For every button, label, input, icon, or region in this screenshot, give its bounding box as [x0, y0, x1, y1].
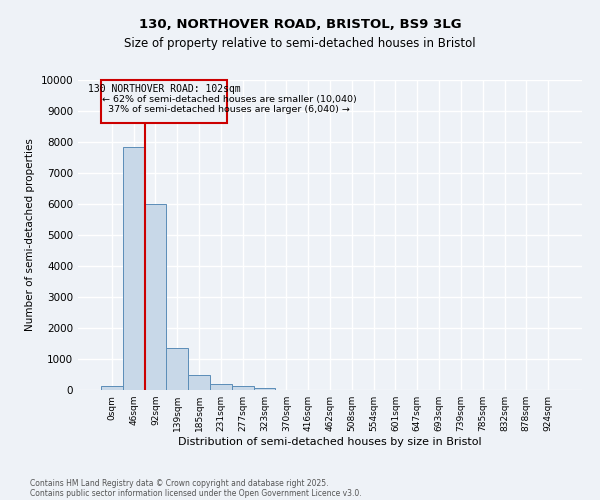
Text: Size of property relative to semi-detached houses in Bristol: Size of property relative to semi-detach… — [124, 38, 476, 51]
X-axis label: Distribution of semi-detached houses by size in Bristol: Distribution of semi-detached houses by … — [178, 437, 482, 447]
Bar — [210, 384, 232, 390]
Bar — [232, 386, 254, 390]
Text: Contains HM Land Registry data © Crown copyright and database right 2025.: Contains HM Land Registry data © Crown c… — [30, 478, 329, 488]
FancyBboxPatch shape — [101, 80, 227, 124]
Bar — [254, 388, 275, 390]
Bar — [166, 348, 188, 390]
Y-axis label: Number of semi-detached properties: Number of semi-detached properties — [25, 138, 35, 332]
Text: Contains public sector information licensed under the Open Government Licence v3: Contains public sector information licen… — [30, 488, 362, 498]
Text: 130, NORTHOVER ROAD, BRISTOL, BS9 3LG: 130, NORTHOVER ROAD, BRISTOL, BS9 3LG — [139, 18, 461, 30]
Text: ← 62% of semi-detached houses are smaller (10,040): ← 62% of semi-detached houses are smalle… — [102, 95, 357, 104]
Bar — [145, 204, 166, 390]
Bar — [123, 146, 145, 390]
Bar — [101, 386, 123, 390]
Text: 130 NORTHOVER ROAD: 102sqm: 130 NORTHOVER ROAD: 102sqm — [88, 84, 241, 94]
Bar — [188, 375, 210, 390]
Text: 37% of semi-detached houses are larger (6,040) →: 37% of semi-detached houses are larger (… — [102, 106, 350, 114]
